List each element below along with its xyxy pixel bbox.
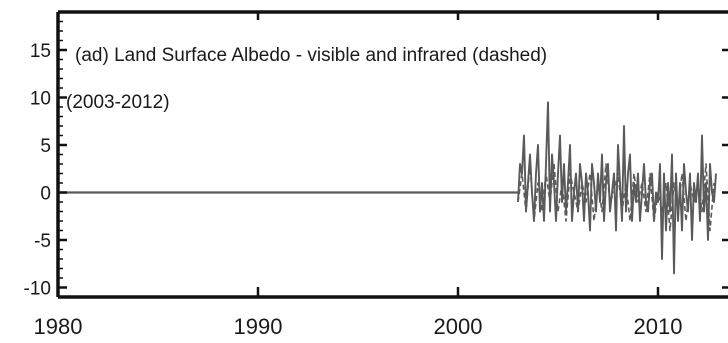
x-tick-label: 1990 <box>234 314 283 339</box>
series-line-solid <box>517 101 717 275</box>
y-tick-label: 5 <box>40 136 51 157</box>
tick-marks <box>56 12 728 297</box>
y-tick-labels: 15 10 5 0 -5 -10 <box>24 41 51 300</box>
x-tick-labels: 1980 1990 2000 2010 <box>34 314 683 339</box>
y-tick-label: 15 <box>30 41 51 62</box>
y-tick-label: 0 <box>40 184 51 205</box>
plot-area <box>58 101 717 275</box>
y-tick-label: -5 <box>34 231 51 252</box>
x-tick-label: 2010 <box>634 314 683 339</box>
x-tick-label: 1980 <box>34 314 83 339</box>
chart-annotation-title: (ad) Land Surface Albedo - visible and i… <box>75 45 547 66</box>
series-line-dashed <box>517 163 715 232</box>
y-tick-label: -10 <box>24 279 51 300</box>
chart-annotation-period: (2003-2012) <box>66 92 170 113</box>
y-tick-label: 10 <box>30 89 51 110</box>
x-tick-label: 2000 <box>434 314 483 339</box>
